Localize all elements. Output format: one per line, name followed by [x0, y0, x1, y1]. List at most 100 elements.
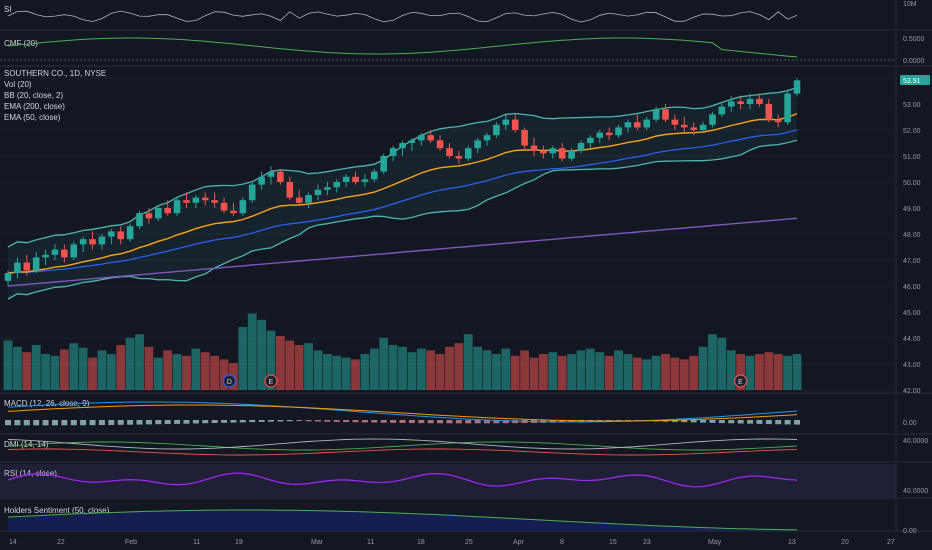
candle-body [408, 140, 416, 143]
macd-hist [61, 420, 68, 426]
volume-bar [313, 350, 323, 390]
last-price-tag: 53.91 [900, 75, 930, 85]
volume-bar [416, 348, 426, 390]
candle-body [427, 135, 434, 141]
candle-body [380, 156, 388, 172]
macd-hist [709, 420, 716, 423]
bb-fill [8, 87, 797, 299]
legend-vol[interactable]: Vol (20) [4, 80, 32, 89]
holders-tick: 0.00 [903, 528, 917, 535]
macd-hist [700, 420, 707, 423]
candle-body [521, 130, 528, 146]
volume-bar [670, 357, 680, 390]
price-tick-label: 44.00 [903, 336, 921, 343]
volume-bar [379, 337, 389, 390]
volume-bar [97, 350, 107, 390]
volume-bar [200, 352, 210, 390]
price-axis: 53.00 52.00 51.00 50.00 49.00 48.00 47.00 46.00… [903, 102, 921, 395]
candle-body [305, 195, 312, 203]
macd-hist [277, 420, 284, 422]
volume-bar [538, 354, 548, 390]
volume-bar [708, 334, 717, 390]
rsi-band [0, 464, 896, 497]
cmf-label: CMF (20) [4, 39, 38, 48]
candle-body [765, 104, 773, 120]
volume-bar [266, 330, 276, 390]
candle-body [286, 182, 294, 198]
volume-bar [182, 355, 191, 390]
candle-body [530, 145, 538, 151]
badge-letter: E [269, 379, 274, 386]
holders-fill [8, 510, 797, 531]
volume-bar [285, 340, 295, 390]
bb-lower [7, 139, 798, 300]
legend-ema200[interactable]: EMA (200, close) [4, 102, 65, 111]
volume-bar [332, 355, 342, 390]
candle-body [709, 114, 716, 125]
cmf-tick-high: 0.5000 [903, 36, 925, 43]
candle-body [371, 171, 378, 180]
candle-body [14, 262, 21, 273]
x-tick-label: Mar [311, 539, 324, 546]
legend-ema50[interactable]: EMA (50, close) [4, 113, 61, 122]
candle-body [624, 122, 632, 128]
macd-hist [14, 420, 21, 426]
macd-hist [324, 420, 331, 422]
x-tick-label: 14 [9, 539, 17, 546]
x-tick-label: Apr [513, 539, 525, 546]
volume-bar [238, 327, 248, 390]
macd-hist [108, 420, 115, 425]
legend-bb[interactable]: BB (20, close, 2) [4, 91, 63, 100]
macd-hist [756, 420, 763, 424]
candle-body [549, 148, 557, 154]
candle-body [493, 124, 500, 136]
macd-hist [174, 420, 181, 424]
macd-hist [427, 420, 434, 424]
candle-body [314, 189, 322, 195]
price-tick-label: 48.00 [903, 232, 921, 239]
volume-bar [12, 346, 22, 390]
volume-bar [482, 350, 492, 390]
macd-hist [794, 420, 800, 425]
x-tick-label: 13 [788, 539, 796, 546]
volume-bar [106, 354, 116, 390]
volume-bar [736, 354, 746, 390]
x-tick-label: May [708, 539, 722, 546]
x-tick-label: 19 [235, 539, 243, 546]
x-tick-label: 11 [193, 539, 200, 546]
candle-body [634, 122, 641, 128]
macd-hist [117, 420, 124, 425]
symbol-title[interactable]: SOUTHERN CO., 1D, NYSE [4, 69, 106, 78]
macd-hist [305, 420, 312, 422]
volume-bar [144, 346, 154, 390]
candle-body [79, 239, 87, 245]
cmf-tick-zero: 0.0000 [903, 58, 925, 65]
macd-hist [474, 420, 481, 424]
macd-hist [127, 420, 134, 425]
macd-hist [296, 420, 303, 422]
si-path [7, 10, 798, 23]
candle-body [70, 244, 78, 258]
macd-hist [737, 420, 744, 424]
dmi-lines [7, 438, 798, 456]
macd-hist [258, 420, 265, 422]
volume-bar [163, 350, 173, 390]
candle-body [89, 239, 96, 245]
x-tick-label: 11 [367, 539, 374, 546]
cmf-line [0, 37, 896, 61]
macd-line [7, 401, 798, 423]
candle-body [511, 119, 519, 130]
price-tick-label: 52.00 [903, 128, 921, 135]
volume-bar [745, 355, 755, 390]
volume-bar [360, 354, 370, 390]
price-tick-label: 50.00 [903, 180, 921, 187]
volume-bar [510, 355, 520, 390]
volume-bar [661, 354, 670, 390]
volume-bar [31, 345, 41, 390]
macd-hist [728, 420, 735, 424]
macd-hist [51, 420, 58, 426]
x-tick-label: 18 [417, 539, 425, 546]
candle-body [464, 148, 472, 159]
